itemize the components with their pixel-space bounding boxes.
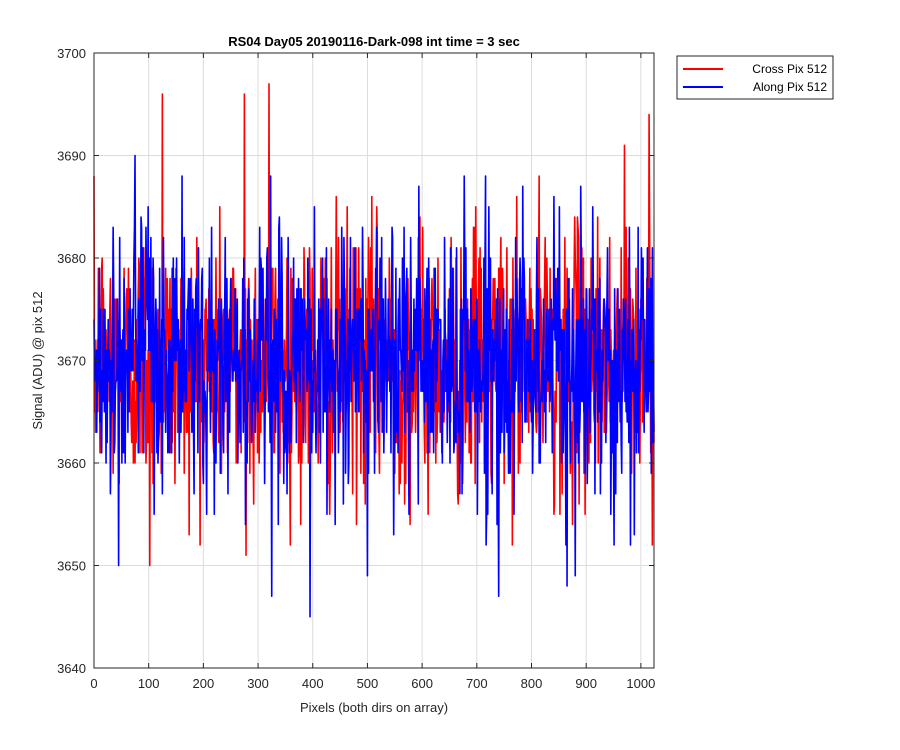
y-tick-label: 3660 [57, 456, 86, 471]
y-tick-label: 3680 [57, 251, 86, 266]
tick-labels: 0 100 200 300 400 500 600 700 800 900 1000 3640 3650… [57, 46, 655, 691]
legend: Cross Pix 512 Along Pix 512 [676, 55, 834, 100]
chart-title: RS04 Day05 20190116-Dark-098 int time = … [228, 34, 520, 49]
y-tick-label: 3650 [57, 559, 86, 574]
legend-entry-cross: Cross Pix 512 [752, 62, 827, 76]
y-tick-label: 3640 [57, 661, 86, 676]
y-tick-label: 3700 [57, 46, 86, 61]
x-tick-label: 800 [521, 676, 543, 691]
axis-ticks [93, 52, 654, 669]
x-tick-label: 100 [138, 676, 160, 691]
x-tick-label: 500 [357, 676, 379, 691]
legend-entry-along: Along Pix 512 [753, 80, 827, 94]
x-tick-label: 1000 [626, 676, 655, 691]
x-axis-label: Pixels (both dirs on array) [300, 700, 448, 715]
x-tick-label: 400 [302, 676, 324, 691]
series-lines [93, 82, 655, 618]
series-line-along [93, 154, 655, 618]
x-tick-label: 200 [193, 676, 215, 691]
legend-box [676, 55, 834, 100]
x-tick-label: 0 [90, 676, 97, 691]
x-tick-label: 700 [466, 676, 488, 691]
y-tick-label: 3670 [57, 354, 86, 369]
x-tick-label: 900 [575, 676, 597, 691]
y-tick-label: 3690 [57, 149, 86, 164]
x-tick-label: 600 [411, 676, 433, 691]
y-axis-label: Signal (ADU) @ pix 512 [30, 291, 45, 429]
x-tick-label: 300 [247, 676, 269, 691]
